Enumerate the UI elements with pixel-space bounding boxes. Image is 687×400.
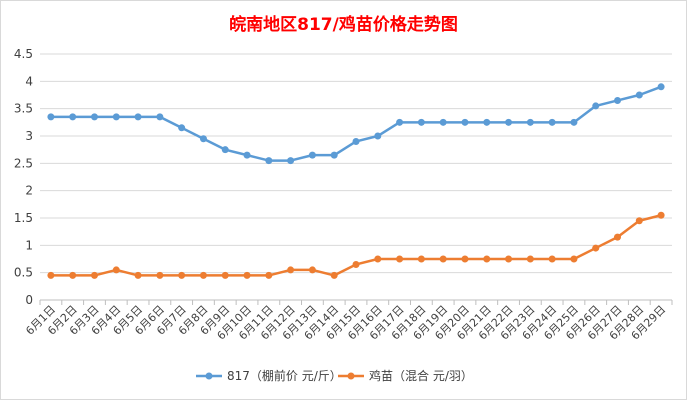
y-tick-label: 0: [25, 293, 33, 307]
data-point: [47, 271, 55, 279]
data-point: [635, 217, 643, 225]
data-point: [112, 113, 120, 121]
y-tick-label: 2.5: [14, 156, 33, 170]
data-point: [657, 83, 665, 91]
data-point: [614, 96, 622, 104]
x-axis-ticks: 6月1日6月2日6月3日6月4日6月5日6月6日6月7日6月8日6月9日6月10…: [23, 300, 673, 343]
data-point: [178, 124, 186, 132]
data-point: [417, 255, 425, 263]
y-tick-label: 0.5: [14, 266, 33, 280]
data-point: [483, 118, 491, 126]
data-point: [134, 113, 142, 121]
data-point: [330, 151, 338, 159]
data-point: [439, 118, 447, 126]
data-point: [570, 255, 578, 263]
data-point: [112, 266, 120, 274]
data-point: [526, 255, 534, 263]
data-point: [548, 255, 556, 263]
data-point: [439, 255, 447, 263]
data-point: [265, 157, 273, 165]
data-point: [548, 118, 556, 126]
legend-marker: [347, 372, 355, 380]
data-point: [156, 113, 164, 121]
gridlines: [40, 53, 672, 301]
legend-label: 鸡苗（混合 元/羽）: [369, 368, 473, 383]
data-point: [265, 271, 273, 279]
data-point: [396, 255, 404, 263]
y-tick-label: 3.5: [14, 102, 33, 116]
chart-title: 皖南地区817/鸡苗价格走势图: [229, 15, 458, 35]
data-point: [374, 255, 382, 263]
series-layer: [47, 83, 665, 279]
data-point: [243, 271, 251, 279]
data-point: [308, 266, 316, 274]
series-1: [47, 83, 665, 165]
data-point: [417, 118, 425, 126]
data-point: [352, 260, 360, 268]
data-point: [505, 118, 513, 126]
data-point: [505, 255, 513, 263]
data-point: [199, 135, 207, 143]
data-point: [592, 244, 600, 252]
data-point: [483, 255, 491, 263]
legend-item: 817（棚前价 元/斤）: [196, 368, 342, 383]
data-point: [330, 271, 338, 279]
data-point: [461, 255, 469, 263]
data-point: [178, 271, 186, 279]
y-tick-label: 4: [25, 74, 33, 88]
data-point: [635, 91, 643, 99]
data-point: [69, 271, 77, 279]
legend-item: 鸡苗（混合 元/羽）: [338, 368, 473, 383]
data-point: [199, 271, 207, 279]
y-tick-label: 1.5: [14, 211, 33, 225]
y-tick-label: 3: [25, 129, 33, 143]
legend-label: 817（棚前价 元/斤）: [227, 368, 342, 383]
data-point: [90, 113, 98, 121]
series-2: [47, 211, 665, 279]
data-point: [396, 118, 404, 126]
data-point: [657, 211, 665, 219]
data-point: [69, 113, 77, 121]
y-tick-label: 1: [25, 238, 33, 252]
data-point: [461, 118, 469, 126]
data-point: [134, 271, 142, 279]
data-point: [352, 137, 360, 145]
data-point: [614, 233, 622, 241]
data-point: [287, 266, 295, 274]
data-point: [221, 146, 229, 154]
y-axis-ticks: 0 0.5 1 1.5 2 2.5 3 3.5 4 4.5: [14, 47, 33, 307]
legend: 817（棚前价 元/斤） 鸡苗（混合 元/羽）: [196, 368, 473, 383]
data-point: [156, 271, 164, 279]
data-point: [243, 151, 251, 159]
legend-marker: [205, 372, 213, 380]
data-point: [308, 151, 316, 159]
y-tick-label: 4.5: [14, 47, 33, 61]
data-point: [287, 157, 295, 165]
data-point: [47, 113, 55, 121]
series-line: [50, 85, 662, 162]
data-point: [526, 118, 534, 126]
data-point: [221, 271, 229, 279]
data-point: [570, 118, 578, 126]
y-tick-label: 2: [25, 184, 33, 198]
data-point: [90, 271, 98, 279]
data-point: [374, 132, 382, 140]
data-point: [592, 102, 600, 110]
